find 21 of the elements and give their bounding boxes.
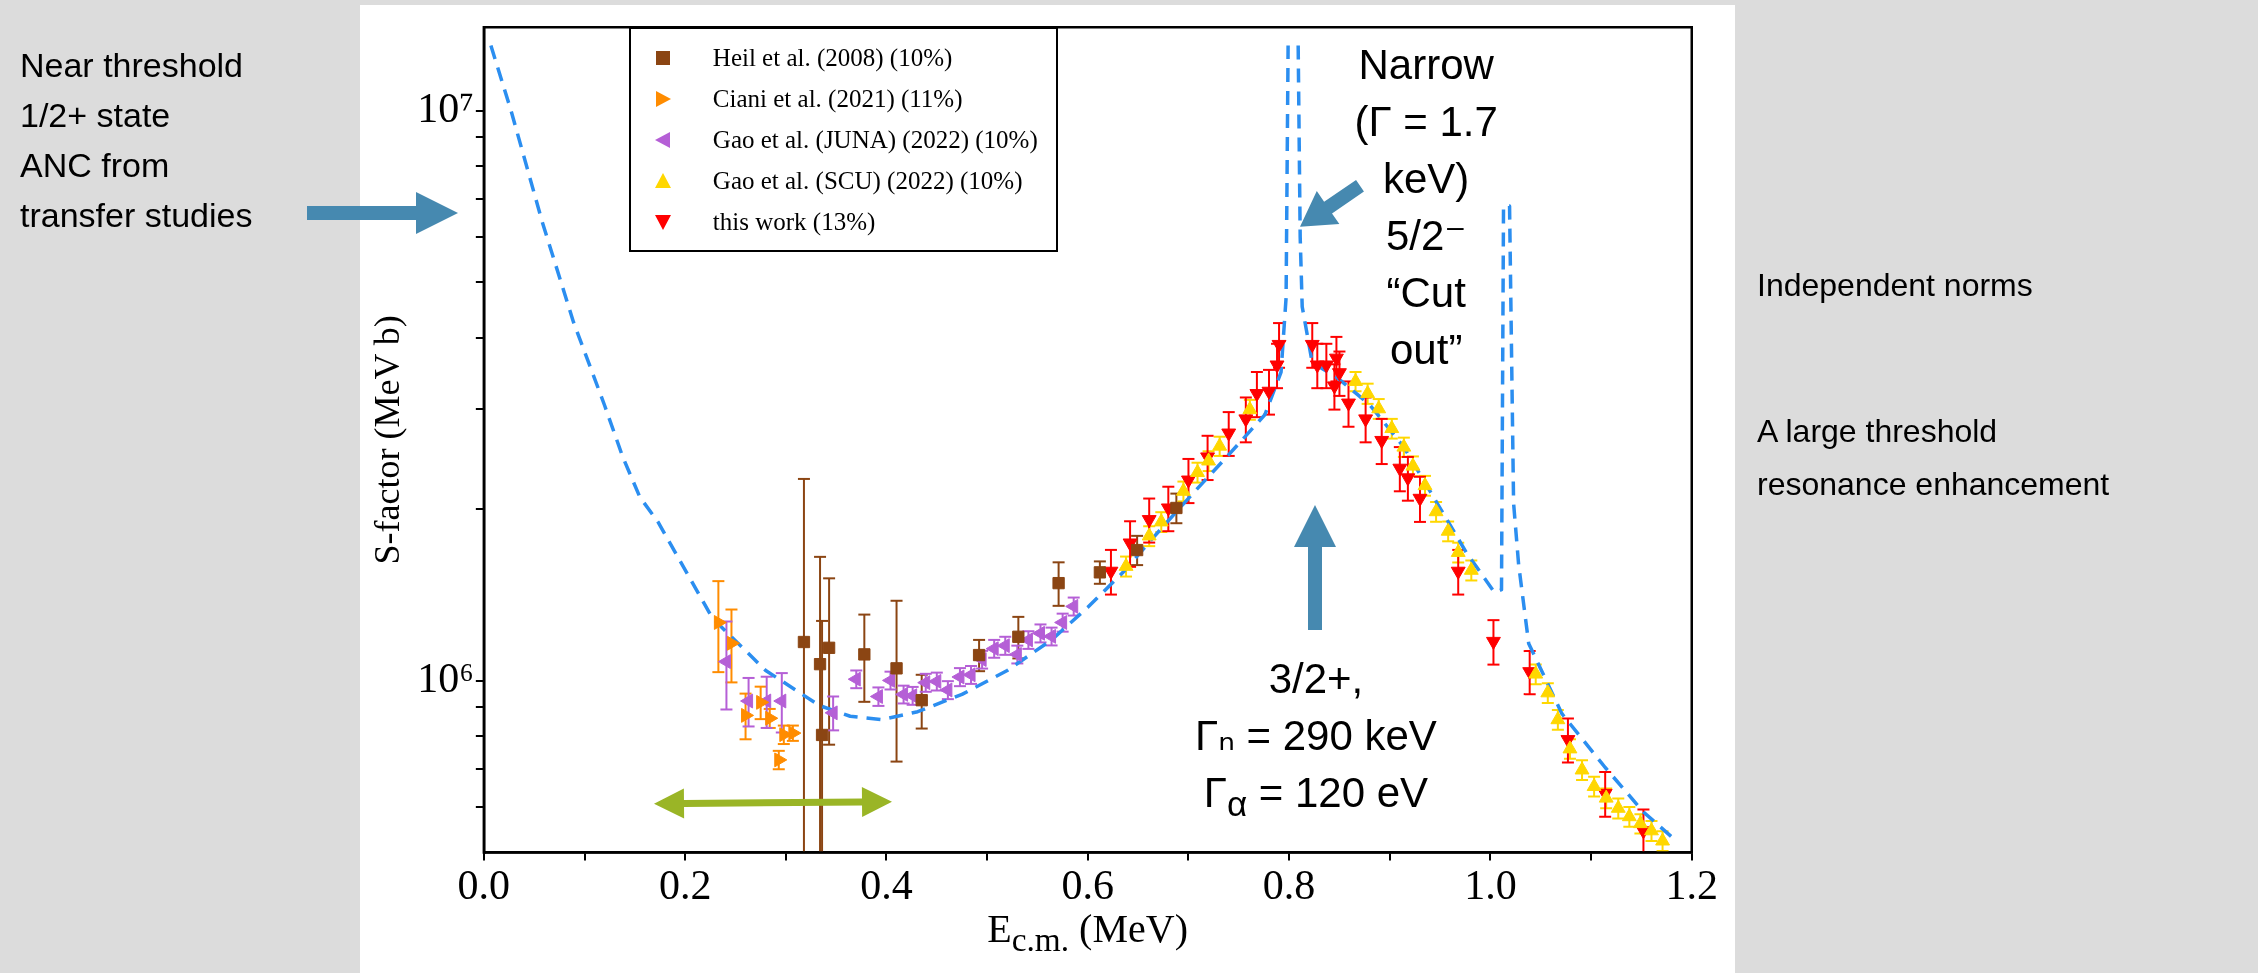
x-tick-label: 0.6 (1061, 861, 1115, 908)
x-tick-label: 0.4 (860, 861, 913, 908)
text: Independent norms (1757, 266, 2033, 305)
y-axis-title: S-factor (MeV b) (367, 315, 408, 565)
x-tick-label: 1.2 (1665, 861, 1718, 908)
legend-label: Gao et al. (SCU) (2022) (10%) (712, 166, 1023, 195)
legend-label: Gao et al. (JUNA) (2022) (10%) (712, 125, 1038, 154)
x-axis-title: E$_{c.m.}$ (MeV) (987, 905, 1188, 959)
legend-label: this work (13%) (712, 207, 876, 236)
legend-label: Ciani et al. (2021) (11%) (712, 84, 963, 113)
y-tick-label: 10⁷ (417, 84, 474, 131)
x-tick-label: 0.2 (658, 861, 712, 908)
x-tick-label: 1.0 (1464, 861, 1517, 908)
legend-label: Heil et al. (2008) (10%) (712, 43, 953, 72)
annotation: 3/2+, Γₙ = 290 keV Γ$_{α}$ = 120 eV (1195, 654, 1437, 826)
y-tick-label: 10⁶ (417, 654, 474, 701)
text: Near threshold 1/2+ state ANC from transfer studies (20, 45, 253, 236)
text: A large threshold resonance enhancement (1757, 412, 2110, 504)
annotation: Narrow (Γ = 1.7 keV) 5/2⁻ “Cut out” (1354, 40, 1498, 375)
x-tick-label: 0.8 (1262, 861, 1316, 908)
x-tick-label: 0.0 (457, 861, 511, 908)
